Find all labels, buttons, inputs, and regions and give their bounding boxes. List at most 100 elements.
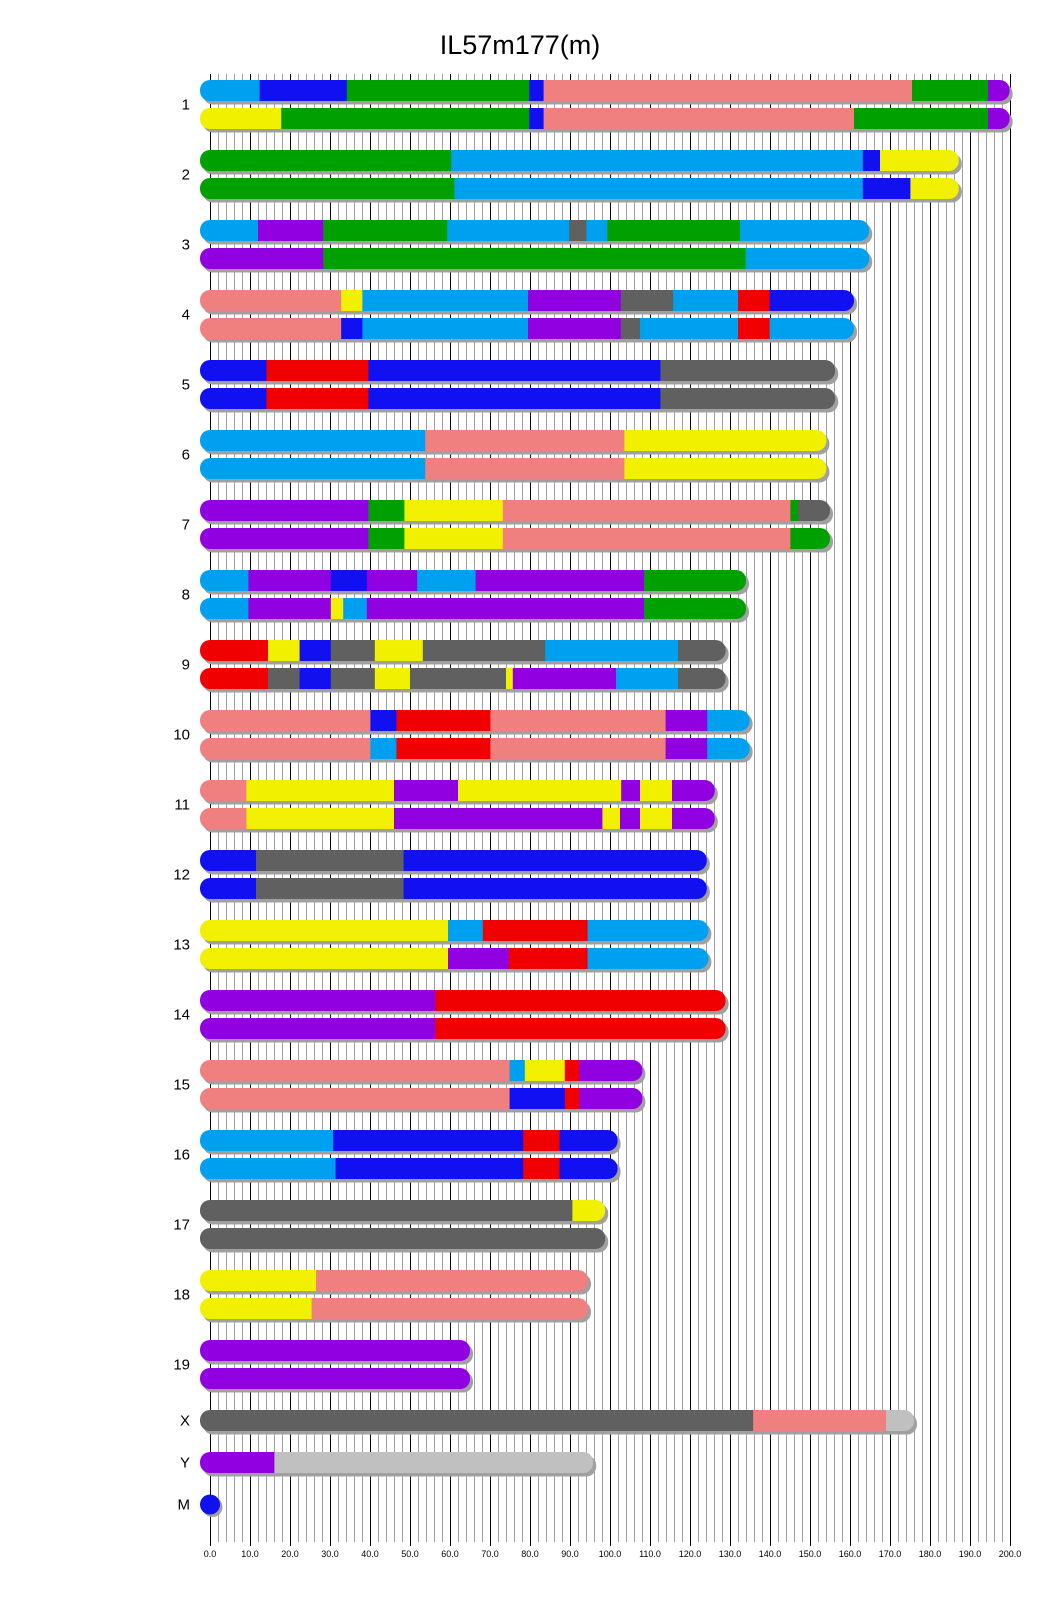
segments bbox=[200, 1298, 588, 1319]
segments bbox=[200, 360, 836, 381]
x-tick-label: 160.0 bbox=[839, 1549, 862, 1559]
chromosome-label: 17 bbox=[173, 1217, 190, 1234]
chromosome-M: M bbox=[178, 1494, 223, 1517]
segment-y bbox=[572, 1200, 606, 1221]
segment-p bbox=[528, 290, 622, 311]
segment-dg bbox=[660, 388, 836, 409]
chromosome-label: 12 bbox=[173, 867, 190, 884]
chromosome-label: 15 bbox=[173, 1077, 190, 1094]
segment-p bbox=[200, 248, 324, 269]
segment-s bbox=[311, 1298, 588, 1319]
segments bbox=[200, 808, 715, 829]
segment-b bbox=[370, 710, 397, 731]
chromosome-label: 7 bbox=[182, 517, 190, 534]
segment-lb bbox=[200, 598, 249, 619]
segment-y bbox=[404, 528, 504, 549]
segments bbox=[200, 388, 836, 409]
haplotype-bar bbox=[200, 290, 857, 315]
x-tick-label: 30.0 bbox=[321, 1549, 339, 1559]
segment-dg bbox=[678, 668, 726, 689]
haplotype-bar bbox=[200, 990, 729, 1015]
segment-lb bbox=[616, 668, 679, 689]
segment-r bbox=[266, 388, 369, 409]
segment-y bbox=[640, 808, 673, 829]
segment-s bbox=[490, 738, 666, 759]
segment-g bbox=[854, 108, 989, 129]
chromosome-label: 19 bbox=[173, 1357, 190, 1374]
segment-y bbox=[200, 108, 282, 129]
segment-p bbox=[621, 780, 641, 801]
segment-g bbox=[323, 220, 448, 241]
segment-b bbox=[529, 80, 544, 101]
segments bbox=[200, 528, 830, 549]
segment-dg bbox=[200, 1410, 754, 1431]
haplotype-bar bbox=[200, 948, 712, 973]
segment-lb bbox=[447, 220, 570, 241]
segment-r bbox=[396, 710, 491, 731]
segment-p bbox=[366, 598, 645, 619]
segment-p bbox=[665, 738, 708, 759]
segment-lb bbox=[362, 318, 529, 339]
segment-p bbox=[200, 990, 436, 1011]
haplotype-bar bbox=[200, 1494, 223, 1517]
segment-y bbox=[880, 150, 959, 171]
segments bbox=[200, 500, 830, 521]
segment-lb bbox=[745, 248, 870, 269]
chromosome-label: 9 bbox=[182, 657, 190, 674]
segments bbox=[200, 990, 726, 1011]
segment-g bbox=[346, 80, 530, 101]
chromosome-7: 7 bbox=[182, 500, 833, 553]
segment-b bbox=[200, 360, 267, 381]
segment-g bbox=[790, 500, 799, 521]
segment-dg bbox=[660, 360, 836, 381]
segment-b bbox=[862, 178, 911, 199]
segments bbox=[200, 570, 746, 591]
segment-s bbox=[200, 1060, 510, 1081]
segments bbox=[200, 1060, 643, 1081]
x-tick-label: 80.0 bbox=[521, 1549, 539, 1559]
segment-g bbox=[644, 570, 746, 591]
haplotype-bar bbox=[200, 318, 857, 343]
segment-r bbox=[482, 920, 588, 941]
segments bbox=[200, 430, 827, 451]
segment-b bbox=[299, 668, 332, 689]
segment-y bbox=[246, 808, 395, 829]
segment-y bbox=[246, 780, 395, 801]
segments bbox=[200, 1130, 618, 1151]
segment-s bbox=[543, 80, 913, 101]
haplotype-bar bbox=[200, 1298, 591, 1323]
segment-b bbox=[403, 850, 707, 871]
segment-y bbox=[374, 640, 424, 661]
segments bbox=[200, 178, 959, 199]
segment-r bbox=[738, 290, 770, 311]
haplotype-bar bbox=[200, 570, 749, 595]
segment-b bbox=[403, 878, 707, 899]
chromosome-12: 12 bbox=[173, 850, 710, 903]
haplotype-bar bbox=[200, 738, 753, 763]
haplotype-bar bbox=[200, 220, 873, 245]
haplotype-bar bbox=[200, 178, 962, 203]
segments bbox=[200, 1452, 594, 1473]
segments bbox=[200, 920, 709, 941]
segment-y bbox=[404, 500, 504, 521]
segment-y bbox=[330, 598, 344, 619]
segments bbox=[200, 220, 870, 241]
segment-g bbox=[323, 248, 746, 269]
segment-s bbox=[200, 1088, 510, 1109]
segment-p bbox=[200, 1452, 275, 1473]
x-tick-label: 170.0 bbox=[879, 1549, 902, 1559]
segment-p bbox=[394, 780, 459, 801]
segment-s bbox=[200, 290, 342, 311]
segment-g bbox=[607, 220, 741, 241]
chromosome-19: 19 bbox=[173, 1340, 473, 1393]
chromosome-label: 10 bbox=[173, 727, 190, 744]
chromosome-13: 13 bbox=[173, 920, 712, 973]
segment-g bbox=[200, 178, 455, 199]
segment-b bbox=[330, 570, 368, 591]
haplotype-bar bbox=[200, 780, 718, 805]
segment bbox=[200, 1494, 220, 1515]
segment-p bbox=[200, 528, 369, 549]
segment-b bbox=[200, 388, 267, 409]
segment-r bbox=[564, 1088, 580, 1109]
segments bbox=[200, 640, 726, 661]
